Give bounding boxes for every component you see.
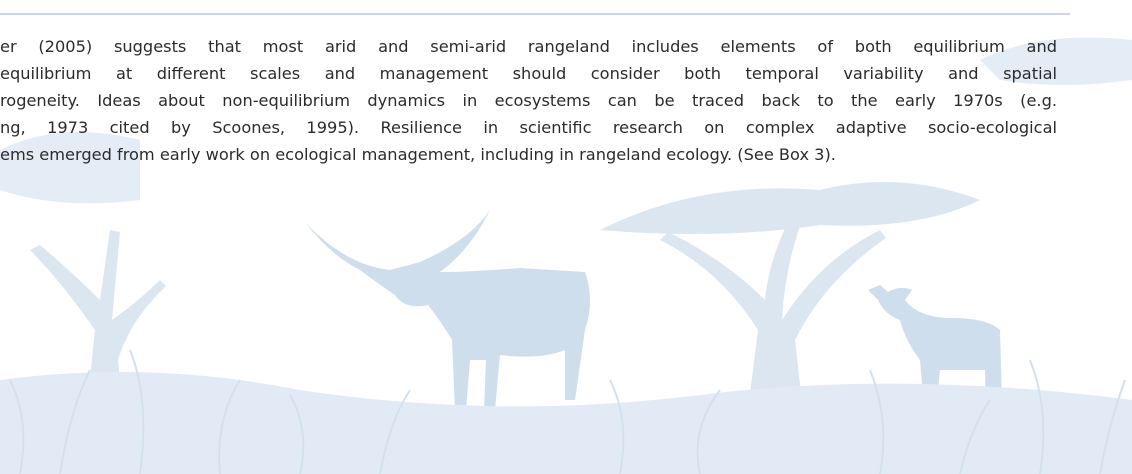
text-line: ems emerged from early work on ecologica… [0, 141, 1057, 168]
text-line: ng, 1973 cited by Scoones, 1995). Resili… [0, 114, 1057, 141]
page: {"paragraph": {"lines": [ "er (2005) sug… [0, 0, 1132, 474]
cattle [305, 210, 590, 410]
text-line: equilibrium at different scales and mana… [0, 60, 1057, 87]
text-line: er (2005) suggests that most arid and se… [0, 33, 1057, 60]
text-line: rogeneity. Ideas about non-equilibrium d… [0, 87, 1057, 114]
paragraph: er (2005) suggests that most arid and se… [0, 33, 1057, 168]
